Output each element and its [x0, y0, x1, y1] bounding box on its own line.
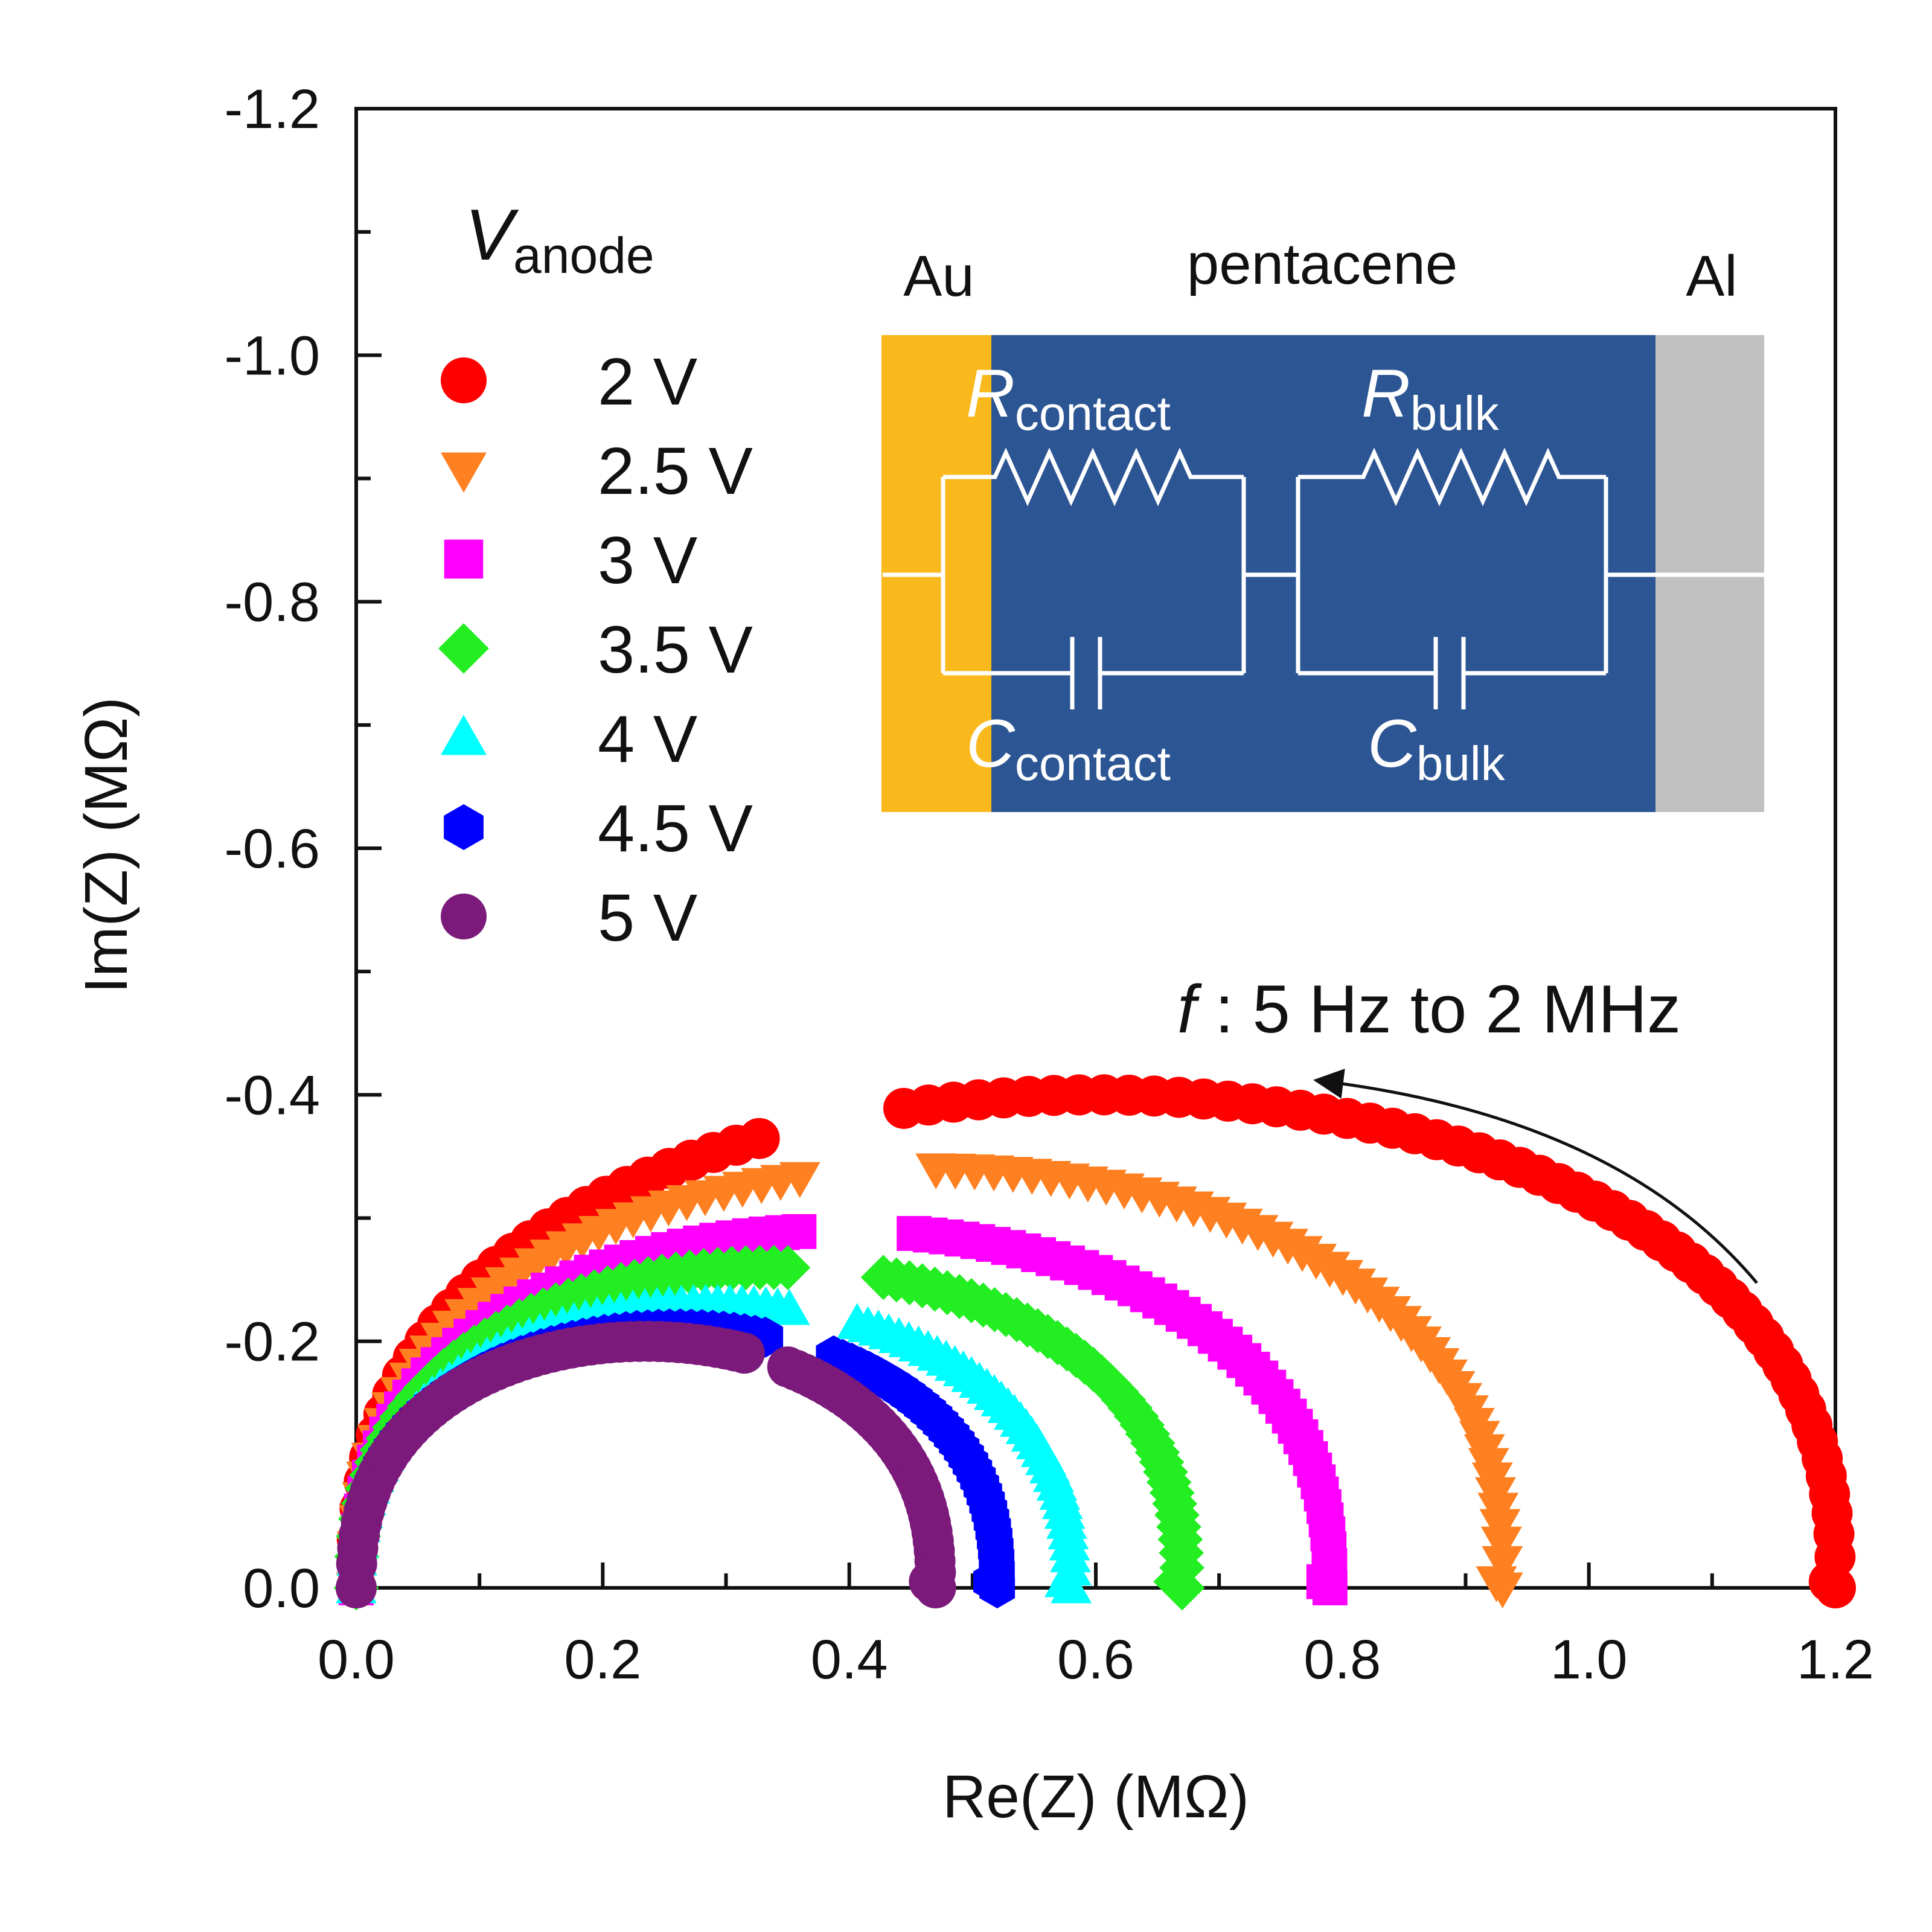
- legend-label: 4 V: [598, 702, 697, 776]
- x-tick-label: 1.2: [1797, 1629, 1874, 1690]
- y-tick-label: -0.6: [224, 818, 320, 880]
- legend-item: 4 V: [441, 702, 697, 776]
- y-tick-label: 0.0: [243, 1558, 320, 1619]
- legend-label: 4.5 V: [598, 792, 753, 866]
- y-tick-label: -1.0: [224, 325, 320, 386]
- data-point: [1306, 1564, 1342, 1599]
- legend-label: 3 V: [598, 523, 697, 598]
- y-axis-title: Im(Z) (MΩ): [72, 697, 140, 993]
- data-points: [333, 1074, 1856, 1611]
- legend-items: 2 V 2.5 V 3 V 3.5 V 4 V 4.5 V 5 V: [438, 345, 753, 955]
- bulk-capacitor-symbol: [1298, 637, 1606, 709]
- contact-resistor-symbol: [991, 447, 1244, 507]
- series-5-V: [336, 1320, 956, 1608]
- data-point: [1808, 1561, 1850, 1602]
- legend-marker: [441, 894, 487, 939]
- y-tick-label: -1.2: [224, 78, 320, 140]
- r-contact-main: R: [966, 356, 1015, 431]
- legend-label: 5 V: [598, 881, 697, 955]
- legend-item: 5 V: [441, 881, 697, 955]
- x-tick-label: 0.2: [564, 1629, 641, 1690]
- legend-item: 2.5 V: [441, 434, 753, 508]
- legend-item: 3 V: [444, 523, 697, 598]
- frequency-range: : 5 Hz to 2 MHz: [1196, 971, 1681, 1047]
- legend-title: Vanode: [465, 194, 654, 284]
- r-bulk-label: Rbulk: [1361, 356, 1500, 440]
- c-bulk-label: Cbulk: [1367, 706, 1506, 790]
- data-point: [781, 1214, 817, 1249]
- legend-item: 4.5 V: [444, 792, 753, 866]
- legend-label: 3.5 V: [598, 613, 753, 687]
- legend-label: 2.5 V: [598, 434, 753, 508]
- c-contact-label: Ccontact: [966, 706, 1171, 790]
- x-tick-label: 0.4: [811, 1629, 888, 1690]
- legend-title-main: V: [465, 194, 519, 275]
- c-bulk-sub: bulk: [1416, 737, 1506, 790]
- c-bulk-main: C: [1367, 706, 1417, 781]
- y-tick-label: -0.4: [224, 1064, 320, 1126]
- legend-title-sub: anode: [513, 227, 654, 284]
- data-point: [779, 1162, 820, 1198]
- inset-label-au: Au: [903, 244, 974, 309]
- data-point: [973, 1561, 1009, 1602]
- legend-marker: [441, 715, 487, 755]
- r-bulk-main: R: [1361, 356, 1410, 431]
- axis-tick-labels: 0.0 0.2 0.4 0.6 0.8 1.0 1.2 0.0 -0.2 -0.4 -0.6 -0.8…: [224, 78, 1873, 1690]
- data-point: [1153, 1559, 1199, 1605]
- x-tick-label: 0.6: [1057, 1629, 1134, 1690]
- data-point: [1482, 1546, 1523, 1582]
- contact-capacitor-symbol: [1070, 637, 1244, 709]
- circuit-wiring: [883, 447, 1764, 709]
- legend-marker: [444, 804, 484, 850]
- data-point: [1044, 1561, 1086, 1598]
- inset-label-al: Al: [1686, 244, 1737, 309]
- pentacene-layer: [991, 335, 1655, 812]
- data-point: [723, 1332, 765, 1374]
- legend-marker: [438, 623, 489, 674]
- r-contact-label: Rcontact: [966, 356, 1171, 440]
- legend-marker: [444, 539, 484, 579]
- legend: Vanode 2 V 2.5 V 3 V 3.5 V 4 V 4.5 V 5 V: [438, 194, 753, 955]
- legend-marker: [441, 452, 487, 493]
- bulk-resistor-symbol: [1358, 447, 1606, 507]
- y-tick-label: -0.2: [224, 1311, 320, 1373]
- data-point: [1476, 1566, 1517, 1602]
- data-point: [769, 1288, 810, 1325]
- x-tick-label: 1.0: [1550, 1629, 1628, 1690]
- legend-item: 3.5 V: [438, 613, 753, 687]
- data-point: [909, 1561, 950, 1602]
- legend-marker: [441, 357, 487, 403]
- x-axis-title: Re(Z) (MΩ): [942, 1763, 1249, 1831]
- legend-label: 2 V: [598, 345, 697, 419]
- circuit-inset: Au pentacene Al Rcontact Ccontact: [881, 232, 1764, 812]
- x-tick-label: 0.0: [318, 1629, 395, 1690]
- inset-label-pentacene: pentacene: [1187, 232, 1457, 296]
- frequency-annotation: f : 5 Hz to 2 MHz: [1177, 971, 1681, 1047]
- r-contact-sub: contact: [1015, 386, 1171, 440]
- data-point: [1480, 1526, 1522, 1563]
- c-contact-main: C: [966, 706, 1016, 781]
- y-tick-label: -0.8: [224, 572, 320, 633]
- r-bulk-sub: bulk: [1410, 386, 1500, 440]
- frequency-arrow: [1313, 1069, 1758, 1284]
- c-contact-sub: contact: [1015, 737, 1171, 790]
- legend-item: 2 V: [441, 345, 697, 419]
- data-point: [765, 1245, 811, 1291]
- x-tick-label: 0.8: [1303, 1629, 1381, 1690]
- data-point: [738, 1118, 780, 1159]
